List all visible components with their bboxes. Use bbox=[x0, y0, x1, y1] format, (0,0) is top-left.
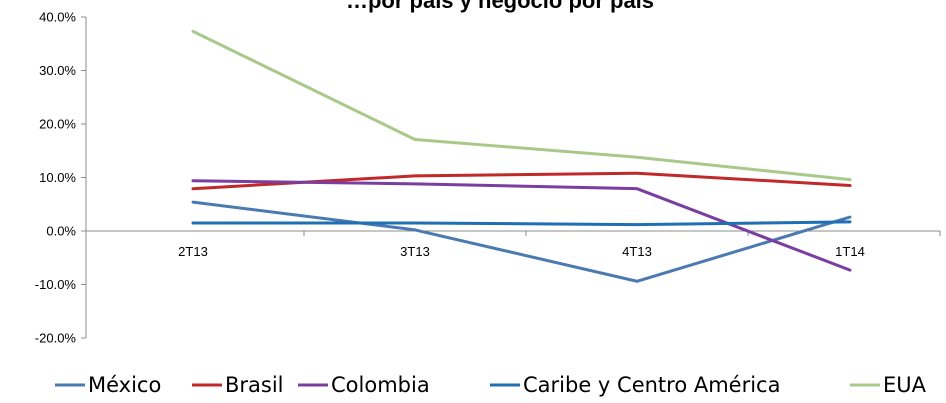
y-tick-label: 10.0% bbox=[39, 170, 76, 185]
axes bbox=[81, 17, 940, 338]
series-line-caribe-y-centro-am-rica bbox=[193, 222, 850, 225]
y-tick-label: 0.0% bbox=[46, 224, 76, 239]
x-tick-label: 1T14 bbox=[835, 244, 865, 259]
x-tick-label: 3T13 bbox=[400, 244, 430, 259]
legend-label: Colombia bbox=[331, 373, 430, 397]
chart-title: …por país y negocio por país bbox=[346, 0, 654, 13]
y-tick-label: 40.0% bbox=[39, 10, 76, 25]
legend-label: EUA bbox=[883, 373, 927, 397]
series-line-eua bbox=[193, 31, 850, 179]
y-tick-label: 20.0% bbox=[39, 117, 76, 132]
legend-label: México bbox=[88, 373, 161, 397]
x-tick-label: 4T13 bbox=[622, 244, 652, 259]
legend-label: Brasil bbox=[225, 373, 284, 397]
series-line-colombia bbox=[193, 181, 850, 270]
series-line-m-xico bbox=[193, 202, 850, 281]
y-tick-label: -10.0% bbox=[35, 277, 77, 292]
legend-label: Caribe y Centro América bbox=[523, 373, 780, 397]
series-lines bbox=[193, 31, 850, 281]
x-tick-label: 2T13 bbox=[178, 244, 208, 259]
tick-labels: 40.0% 30.0% 20.0% 10.0% 0.0% -10.0% -20.0% 2T13… bbox=[35, 10, 865, 346]
y-tick-label: -20.0% bbox=[35, 331, 77, 346]
legend: México Brasil Colombia Caribe y Centro Amér… bbox=[55, 373, 927, 397]
y-tick-label: 30.0% bbox=[39, 63, 76, 78]
